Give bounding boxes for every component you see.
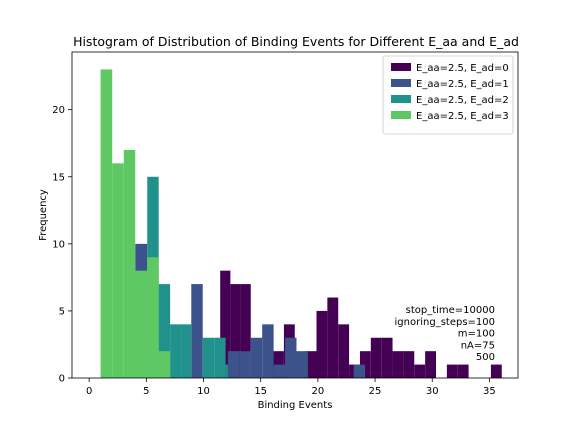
histogram-bar bbox=[202, 337, 215, 378]
bars-layer bbox=[100, 69, 502, 378]
histogram-bar bbox=[100, 69, 113, 378]
histogram-bar bbox=[338, 324, 350, 378]
histogram-bar bbox=[240, 284, 251, 378]
y-tick-label: 20 bbox=[52, 105, 65, 116]
x-tick-label: 30 bbox=[426, 386, 439, 397]
legend-swatch bbox=[391, 95, 411, 103]
histogram-bar bbox=[250, 337, 263, 378]
histogram-bar bbox=[239, 351, 251, 378]
histogram-bar bbox=[158, 351, 171, 378]
histogram-bar bbox=[457, 364, 469, 378]
x-tick-label: 5 bbox=[143, 386, 149, 397]
histogram-bar bbox=[296, 351, 308, 378]
histogram-bar bbox=[359, 351, 371, 378]
histogram-bar bbox=[135, 270, 148, 378]
y-tick-label: 0 bbox=[59, 374, 65, 385]
x-tick-label: 15 bbox=[254, 386, 267, 397]
x-tick-label: 25 bbox=[369, 386, 382, 397]
histogram-bar bbox=[381, 337, 393, 378]
histogram-bar bbox=[370, 337, 382, 378]
histogram-bar bbox=[230, 284, 241, 378]
histogram-bar bbox=[327, 297, 339, 378]
legend-label: E_aa=2.5, E_ad=2 bbox=[416, 95, 509, 106]
histogram-bar bbox=[225, 364, 228, 378]
legend-label: E_aa=2.5, E_ad=3 bbox=[416, 111, 509, 122]
x-axis: 0 5 10 15 20 25 30 35 bbox=[86, 378, 496, 397]
histogram-bar bbox=[316, 310, 328, 378]
histogram-bar bbox=[353, 364, 366, 378]
histogram-bar bbox=[392, 351, 404, 378]
x-axis-label: Binding Events bbox=[258, 400, 333, 411]
histogram-bar bbox=[227, 351, 240, 378]
parameter-annotation: stop_time=10000ignoring_steps=100m=100nA… bbox=[395, 305, 495, 363]
legend-swatch bbox=[391, 79, 411, 87]
histogram-bar bbox=[403, 351, 415, 378]
histogram-bar bbox=[490, 364, 502, 378]
y-tick-label: 10 bbox=[52, 239, 65, 250]
y-tick-label: 15 bbox=[52, 172, 65, 183]
legend-swatch bbox=[391, 111, 411, 119]
histogram-bar bbox=[220, 270, 231, 378]
histogram-bar bbox=[414, 364, 426, 378]
legend-label: E_aa=2.5, E_ad=0 bbox=[416, 63, 509, 74]
histogram-bar bbox=[273, 364, 286, 378]
annotation-line: 500 bbox=[476, 352, 495, 363]
y-axis: 0 5 10 15 20 bbox=[52, 105, 72, 385]
annotation-line: m=100 bbox=[458, 329, 495, 340]
x-tick-label: 20 bbox=[312, 386, 325, 397]
histogram-bar bbox=[446, 364, 458, 378]
histogram-bar bbox=[425, 351, 436, 378]
x-tick-label: 35 bbox=[483, 386, 496, 397]
legend-label: E_aa=2.5, E_ad=1 bbox=[416, 79, 509, 90]
histogram-bar bbox=[170, 324, 182, 378]
histogram-bar bbox=[305, 351, 317, 378]
x-tick-label: 10 bbox=[197, 386, 210, 397]
legend: E_aa=2.5, E_ad=0 E_aa=2.5, E_ad=1 E_aa=2.5… bbox=[382, 55, 514, 135]
histogram-bar bbox=[262, 324, 274, 378]
x-tick-label: 0 bbox=[86, 386, 92, 397]
annotation-line: ignoring_steps=100 bbox=[395, 317, 495, 328]
legend-box bbox=[382, 55, 514, 135]
plot-frame bbox=[71, 51, 519, 379]
histogram-bar bbox=[112, 163, 124, 378]
annotation-line: nA=75 bbox=[461, 340, 495, 351]
histogram-bar bbox=[285, 337, 297, 378]
y-axis-label: Frequency bbox=[38, 189, 49, 241]
histogram-bar bbox=[123, 149, 136, 378]
legend-swatch bbox=[391, 63, 411, 71]
histogram-bar bbox=[147, 257, 159, 378]
histogram-bar bbox=[181, 324, 192, 378]
y-tick-label: 5 bbox=[59, 306, 65, 317]
histogram-bar bbox=[214, 337, 226, 378]
annotation-line: stop_time=10000 bbox=[406, 305, 495, 316]
histogram-bar bbox=[158, 284, 171, 378]
histogram-bar bbox=[191, 284, 203, 378]
chart-title: Histogram of Distribution of Binding Eve… bbox=[73, 34, 519, 49]
